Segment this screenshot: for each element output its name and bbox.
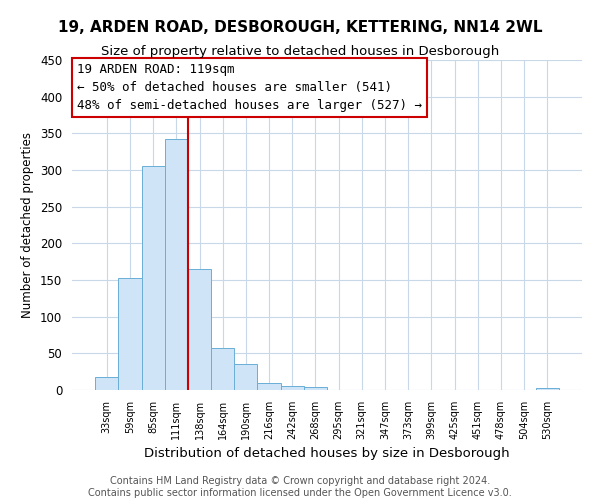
Bar [281,386,304,390]
Bar [142,166,165,390]
Text: Contains HM Land Registry data © Crown copyright and database right 2024.
Contai: Contains HM Land Registry data © Crown c… [88,476,512,498]
Text: 19 ARDEN ROAD: 119sqm
← 50% of detached houses are smaller (541)
48% of semi-det: 19 ARDEN ROAD: 119sqm ← 50% of detached … [77,64,422,112]
X-axis label: Distribution of detached houses by size in Desborough: Distribution of detached houses by size … [144,448,510,460]
Bar [234,364,257,390]
Bar [95,377,118,390]
Bar [304,387,327,390]
Bar [257,384,281,390]
Bar [165,139,188,390]
Text: 19, ARDEN ROAD, DESBOROUGH, KETTERING, NN14 2WL: 19, ARDEN ROAD, DESBOROUGH, KETTERING, N… [58,20,542,35]
Text: Size of property relative to detached houses in Desborough: Size of property relative to detached ho… [101,45,499,58]
Y-axis label: Number of detached properties: Number of detached properties [22,132,34,318]
Bar [536,388,559,390]
Bar [188,269,211,390]
Bar [211,348,234,390]
Bar [118,278,142,390]
